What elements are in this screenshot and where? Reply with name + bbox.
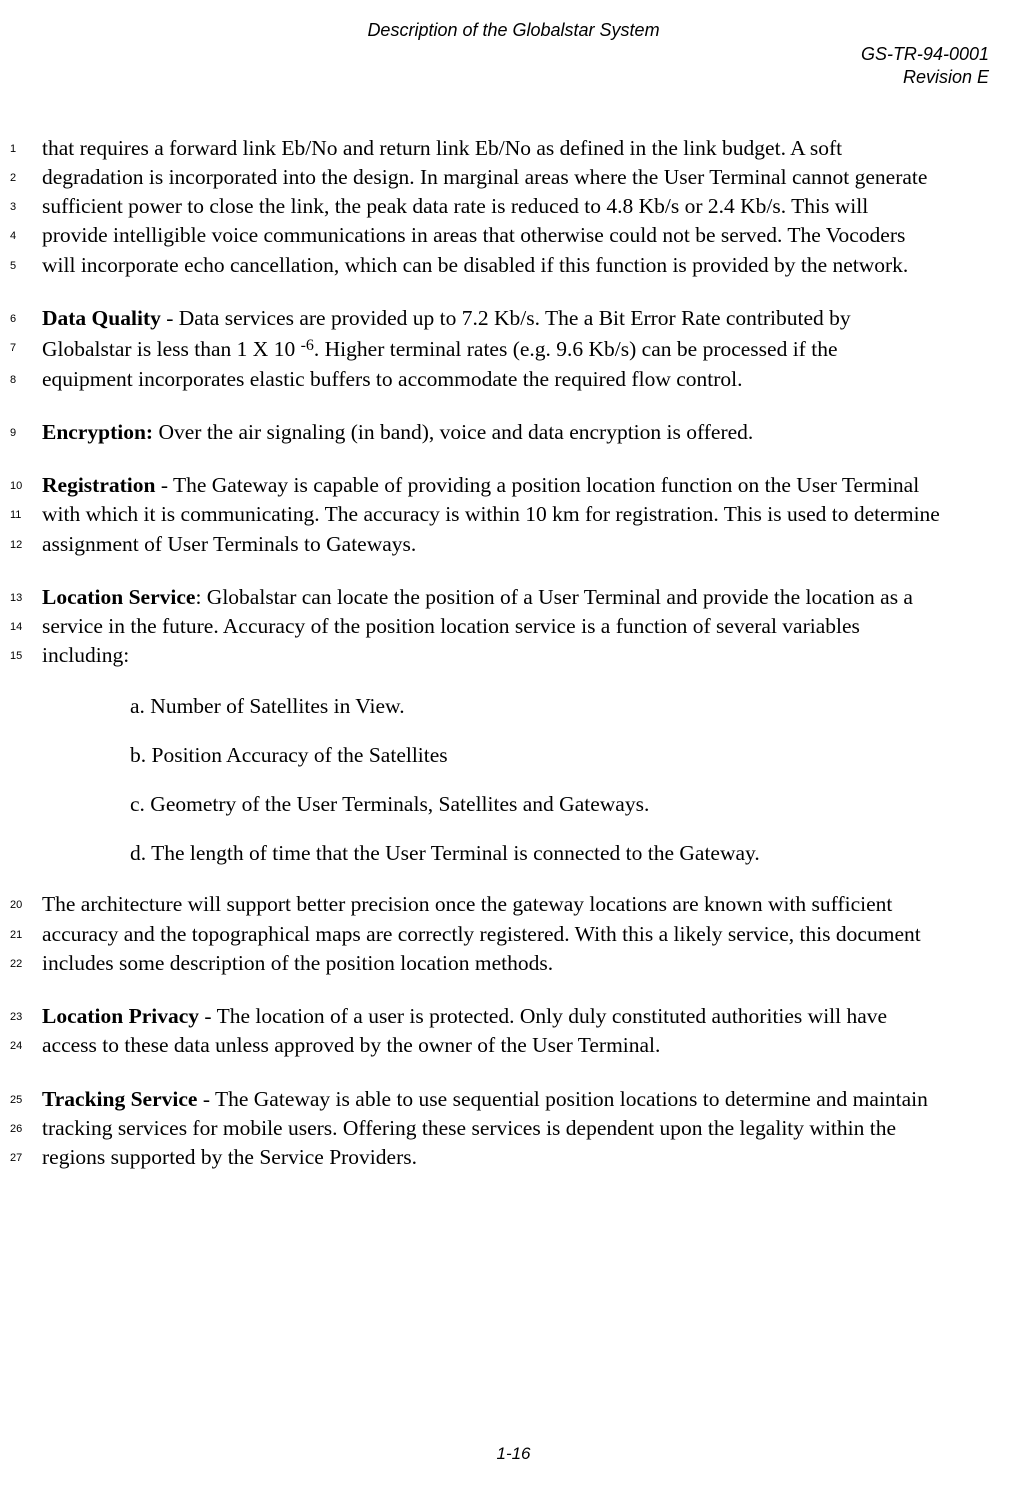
line-number: 13	[10, 591, 30, 606]
heading-location-privacy: Location Privacy	[42, 1004, 199, 1028]
text: with which it is communicating. The accu…	[42, 502, 940, 526]
para-registration: 10Registration - The Gateway is capable …	[42, 471, 989, 559]
text: accuracy and the topographical maps are …	[42, 922, 921, 946]
para-voice-quality-cont: 1that requires a forward link Eb/No and …	[42, 134, 989, 280]
line-number: 8	[10, 373, 30, 388]
heading-registration: Registration	[42, 473, 155, 497]
line-number: 12	[10, 538, 30, 553]
text: tracking services for mobile users. Offe…	[42, 1116, 896, 1140]
text: service in the future. Accuracy of the p…	[42, 614, 860, 638]
line-number: 14	[10, 620, 30, 635]
line-number: 5	[10, 259, 30, 274]
text: - Data services are provided up to 7.2 K…	[161, 306, 851, 330]
text: - The location of a user is protected. O…	[199, 1004, 887, 1028]
line-number: 4	[10, 229, 30, 244]
body-content: 1 that requires a forward link Eb/No and …	[8, 134, 989, 1173]
text: Over the air signaling (in band), voice …	[153, 420, 753, 444]
line-number: 6	[10, 312, 30, 327]
text: The architecture will support better pre…	[42, 892, 892, 916]
line-number: 1	[10, 142, 30, 157]
text: including:	[42, 643, 129, 667]
text: degradation is incorporated into the des…	[42, 165, 927, 189]
line-number: 20	[10, 898, 30, 913]
text: - The Gateway is able to use sequential …	[197, 1087, 927, 1111]
text: . Higher terminal rates (e.g. 9.6 Kb/s) …	[314, 337, 838, 361]
line-number: 25	[10, 1093, 30, 1108]
line-number: 9	[10, 426, 30, 441]
text: provide intelligible voice communication…	[42, 223, 905, 247]
para-location-service: 13Location Service: Globalstar can locat…	[42, 583, 989, 671]
heading-data-quality: Data Quality	[42, 306, 161, 330]
para-location-privacy: 23Location Privacy - The location of a u…	[42, 1002, 989, 1060]
line-number: 23	[10, 1010, 30, 1025]
text: : Globalstar can locate the position of …	[195, 585, 913, 609]
text: includes some description of the positio…	[42, 951, 553, 975]
para-data-quality: 6Data Quality - Data services are provid…	[42, 304, 989, 394]
line-number: 26	[10, 1122, 30, 1137]
line-number: 3	[10, 200, 30, 215]
text: assignment of User Terminals to Gateways…	[42, 532, 416, 556]
doc-id: GS-TR-94-0001	[8, 43, 989, 66]
heading-encryption: Encryption:	[42, 420, 153, 444]
text: d. The length of time that the User Term…	[130, 841, 760, 865]
text: will incorporate echo cancellation, whic…	[42, 253, 908, 277]
line-number: 27	[10, 1151, 30, 1166]
list-item-b: 17b. Position Accuracy of the Satellites	[42, 743, 989, 768]
line-number: 24	[10, 1039, 30, 1054]
header-title: Description of the Globalstar System	[38, 20, 989, 41]
para-tracking-service: 25Tracking Service - The Gateway is able…	[42, 1085, 989, 1173]
header-meta: GS-TR-94-0001 Revision E	[8, 43, 989, 90]
line-number: 10	[10, 479, 30, 494]
list-item-d: 19d. The length of time that the User Te…	[42, 841, 989, 866]
line-number: 21	[10, 928, 30, 943]
text: regions supported by the Service Provide…	[42, 1145, 417, 1169]
text: c. Geometry of the User Terminals, Satel…	[130, 792, 649, 816]
page-number: 1-16	[0, 1444, 1027, 1464]
text: access to these data unless approved by …	[42, 1033, 660, 1057]
revision: Revision E	[8, 66, 989, 89]
text: - The Gateway is capable of providing a …	[155, 473, 919, 497]
text: a. Number of Satellites in View.	[130, 694, 405, 718]
line-number: 2	[10, 171, 30, 186]
text: that requires a forward link Eb/No and r…	[42, 136, 842, 160]
text: Globalstar is less than 1 X 10	[42, 337, 301, 361]
list-item-c: 18c. Geometry of the User Terminals, Sat…	[42, 792, 989, 817]
list-item-a: 16a. Number of Satellites in View.	[42, 694, 989, 719]
heading-location-service: Location Service	[42, 585, 195, 609]
text: b. Position Accuracy of the Satellites	[130, 743, 448, 767]
text: equipment incorporates elastic buffers t…	[42, 367, 743, 391]
para-encryption: 9Encryption: Over the air signaling (in …	[42, 418, 989, 447]
line-number: 22	[10, 957, 30, 972]
line-number: 11	[10, 508, 30, 523]
heading-tracking-service: Tracking Service	[42, 1087, 197, 1111]
line-number: 7	[10, 341, 30, 356]
superscript-exponent: -6	[301, 337, 314, 354]
line-number: 15	[10, 649, 30, 664]
para-architecture: 20The architecture will support better p…	[42, 890, 989, 978]
text: sufficient power to close the link, the …	[42, 194, 868, 218]
